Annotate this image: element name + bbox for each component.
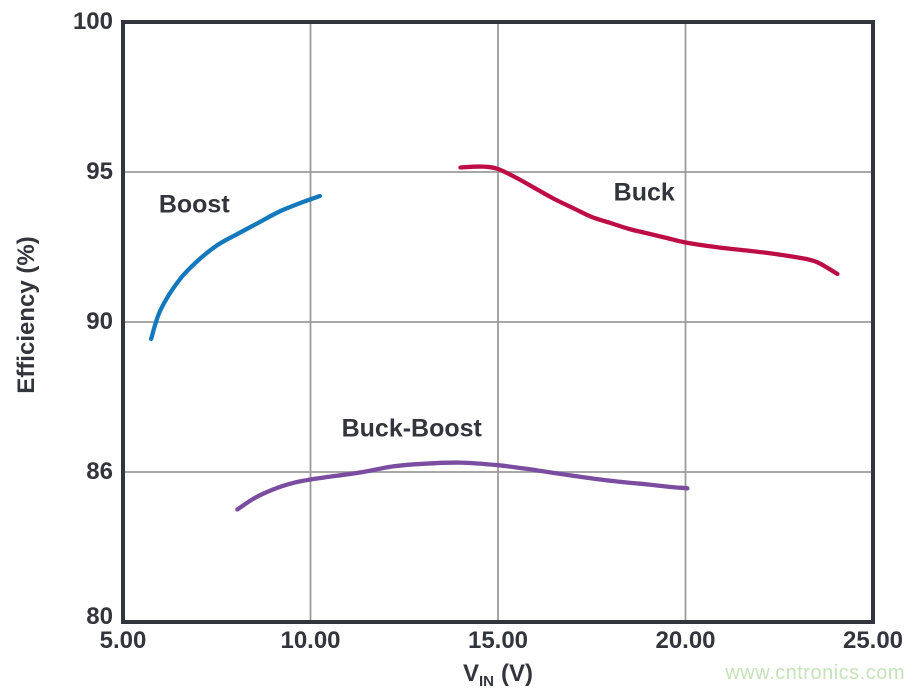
y-tick-label: 95 bbox=[86, 158, 113, 185]
series-curve-buck-boost bbox=[235, 460, 690, 512]
watermark: www.cntronics.com bbox=[725, 662, 905, 684]
x-tick-label: 15.00 bbox=[467, 627, 529, 654]
x-tick-label: 25.00 bbox=[842, 627, 904, 654]
x-tick-label: 20.00 bbox=[655, 627, 716, 654]
y-tick-label: 86 bbox=[86, 458, 113, 485]
x-axis-title-unit: (V) bbox=[501, 660, 534, 687]
x-tick-label: 5.00 bbox=[99, 627, 147, 654]
curve-label-buck: Buck bbox=[613, 178, 675, 207]
y-tick-label: 90 bbox=[86, 308, 113, 335]
x-axis-title-symbol: V bbox=[462, 660, 480, 687]
series-curve-boost bbox=[148, 193, 323, 342]
curve-label-boost: Boost bbox=[158, 190, 230, 219]
y-tick-label: 80 bbox=[86, 603, 113, 630]
x-axis-title-subscript: IN bbox=[479, 673, 495, 690]
plot-frame bbox=[121, 20, 875, 624]
y-tick-label: 100 bbox=[72, 8, 113, 35]
series-curve-buck bbox=[458, 164, 840, 277]
x-axis-title: VIN (V) bbox=[463, 660, 533, 690]
curve-label-buck-boost: Buck-Boost bbox=[341, 414, 482, 443]
x-tick-label: 10.00 bbox=[280, 627, 341, 654]
